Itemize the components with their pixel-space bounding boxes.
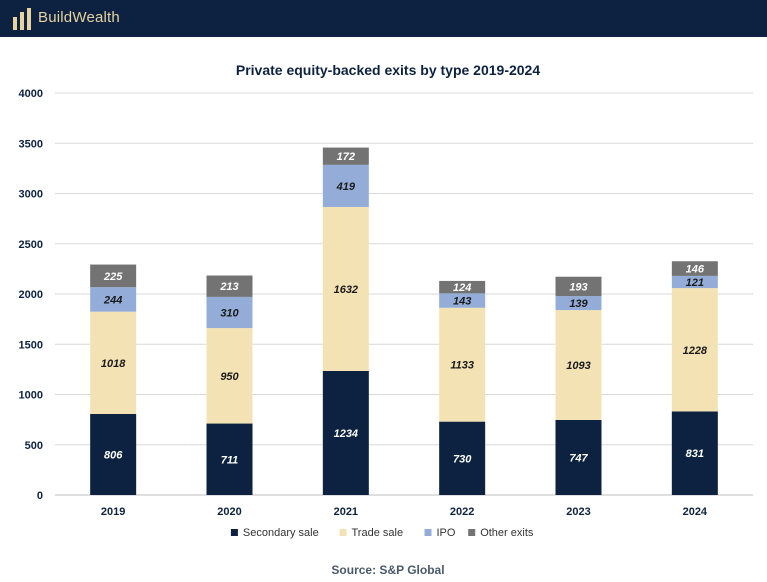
data-label: 225	[103, 271, 123, 283]
data-label: 139	[569, 298, 588, 310]
data-label: 1234	[334, 428, 358, 440]
y-tick-label: 1500	[19, 339, 43, 351]
bar-segment	[322, 147, 369, 165]
bar-segment	[555, 296, 602, 311]
data-label: 310	[220, 307, 239, 319]
data-label: 831	[686, 448, 704, 460]
bar-segment	[90, 287, 137, 312]
x-tick-label: 2023	[566, 506, 590, 518]
bar-segment	[671, 261, 718, 276]
data-label: 143	[453, 296, 471, 308]
source-note: Source: S&P Global	[331, 563, 444, 577]
x-tick-label: 2021	[334, 506, 358, 518]
data-label: 172	[337, 151, 355, 163]
data-label: 121	[686, 277, 704, 289]
y-tick-label: 500	[25, 440, 43, 452]
bar-segment	[322, 206, 369, 371]
legend-swatch	[230, 529, 238, 536]
data-label: 1632	[334, 284, 358, 296]
data-label: 747	[569, 452, 588, 464]
data-label: 730	[453, 453, 472, 465]
x-tick-label: 2019	[101, 506, 125, 518]
chart-title: Private equity-backed exits by type 2019…	[236, 62, 540, 78]
bar-segment	[671, 288, 718, 412]
bar-segment	[206, 296, 253, 329]
data-label: 213	[219, 281, 238, 293]
bar-segment	[555, 310, 602, 420]
y-tick-label: 4000	[19, 88, 43, 100]
gridlines	[55, 92, 753, 496]
data-label: 419	[336, 181, 356, 193]
legend-label: Other exits	[480, 527, 534, 539]
y-tick-label: 2500	[19, 239, 43, 251]
bar-segment	[206, 328, 253, 424]
app-header: BuildWealth	[0, 0, 767, 37]
bar-segment	[671, 275, 718, 289]
legend-label: Trade sale	[352, 527, 404, 539]
data-label: 950	[220, 371, 239, 383]
bar-segment	[206, 423, 253, 495]
data-label: 146	[686, 264, 705, 276]
y-tick-label: 1000	[19, 390, 43, 402]
legend-swatch	[339, 529, 347, 536]
bar-segment	[322, 370, 369, 495]
data-label: 806	[104, 449, 123, 461]
bar-segment	[90, 413, 137, 495]
bar-segment	[90, 264, 137, 288]
bar-segment	[439, 421, 486, 495]
building-bars-icon	[13, 8, 31, 30]
data-label: 1228	[683, 345, 708, 357]
data-label: 1133	[450, 360, 474, 372]
x-tick-label: 2020	[217, 506, 241, 518]
bar-segment	[90, 311, 137, 414]
data-label: 244	[103, 294, 122, 306]
legend: Secondary sale Trade sale IPO Other exits	[230, 527, 534, 539]
bars: 806 1018 244 225 711 950 310 213 1234 1632 419 172 7…	[90, 147, 718, 495]
legend-swatch	[468, 529, 476, 536]
y-tick-label: 2000	[19, 289, 43, 301]
data-label: 1018	[101, 358, 126, 370]
x-tick-label: 2022	[450, 506, 474, 518]
data-label: 711	[221, 454, 239, 466]
bar-segment	[439, 293, 486, 308]
legend-label: IPO	[437, 527, 456, 539]
data-label: 193	[569, 281, 587, 293]
y-tick-label: 3500	[19, 138, 43, 150]
bar-segment	[555, 419, 602, 495]
bar-segment	[439, 307, 486, 422]
bar-segment	[206, 275, 253, 297]
brand-name: BuildWealth	[38, 9, 120, 26]
y-axis: 0 500 1000 1500 2000 2500 3000 3500 4000	[19, 88, 43, 502]
y-tick-label: 0	[37, 490, 43, 502]
stacked-bar-chart: Private equity-backed exits by type 2019…	[19, 62, 753, 577]
data-label: 124	[453, 282, 471, 294]
y-tick-label: 3000	[19, 189, 43, 201]
bar-segment	[671, 411, 718, 495]
bar-segment	[555, 276, 602, 297]
x-tick-label: 2024	[683, 506, 708, 518]
legend-swatch	[424, 529, 432, 536]
legend-label: Secondary sale	[243, 527, 319, 539]
bar-segment	[439, 280, 486, 294]
x-axis: 2019 2020 2021 2022 2023 2024	[101, 506, 708, 518]
bar-segment	[322, 164, 369, 207]
data-label: 1093	[566, 360, 590, 372]
